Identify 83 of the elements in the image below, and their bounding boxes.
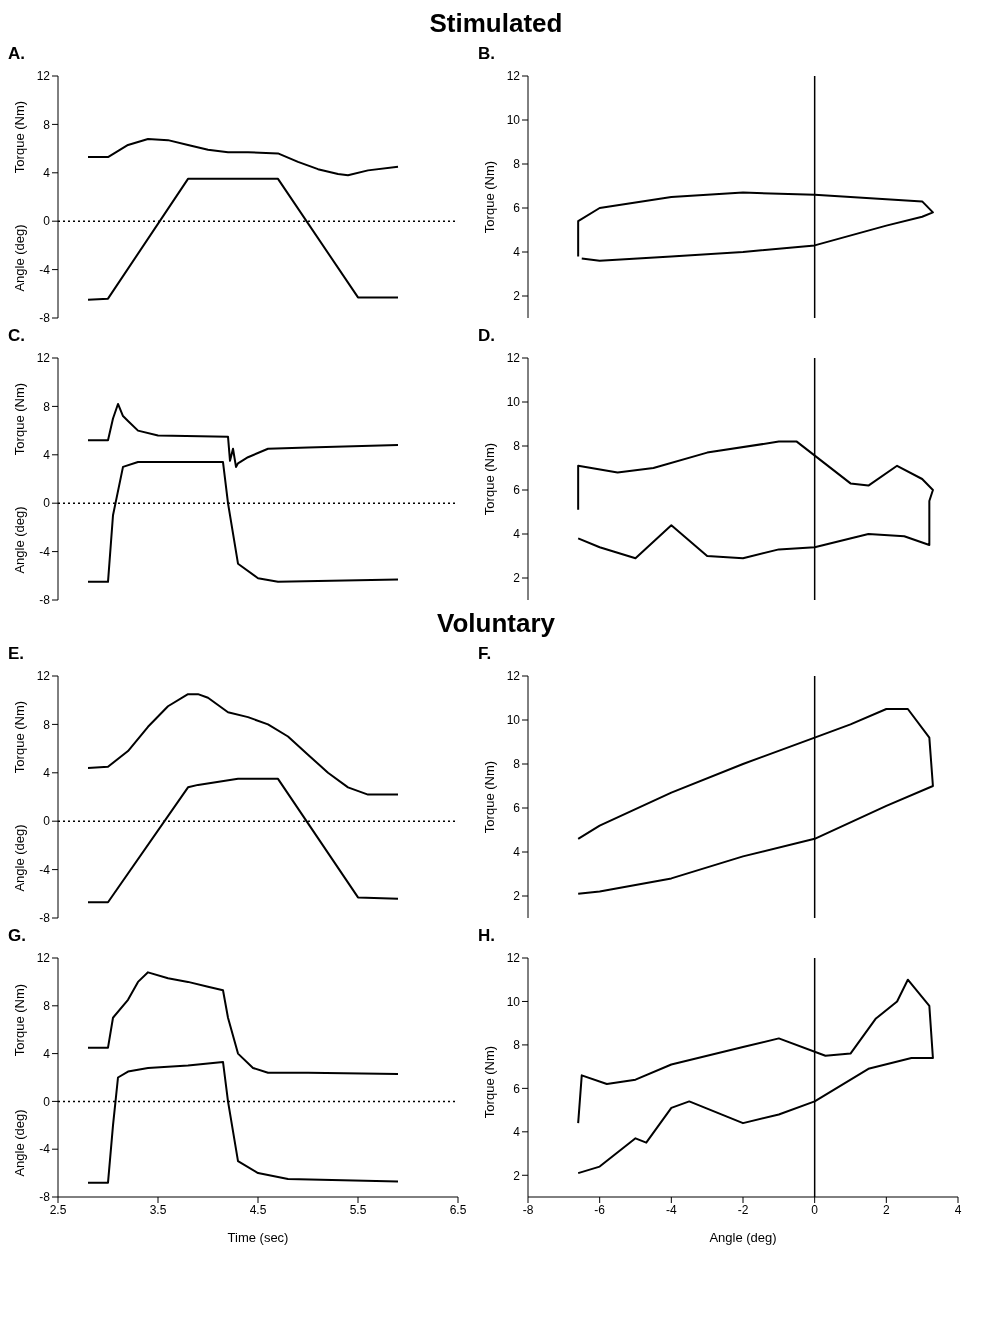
x-tick-label: 3.5 (149, 1202, 167, 1217)
text: Angle (deg) (11, 505, 27, 574)
y-tick-label: 0 (43, 1094, 51, 1109)
x-tick-label: 5.5 (349, 1202, 367, 1217)
y-axis-title: Torque (Nm) (11, 983, 27, 1056)
y-tick-label: 4 (43, 1046, 51, 1061)
y-tick-label: 6 (513, 201, 521, 216)
y-tick-label: 8 (43, 999, 51, 1014)
chart-title: H. (478, 926, 496, 947)
text: Angle (deg) (11, 223, 27, 292)
y-tick-label: 8 (513, 1038, 521, 1053)
chart-subtitle: Voluntary (436, 608, 556, 640)
chart-title: C. (8, 326, 26, 347)
y-tick-label: 6 (513, 1081, 521, 1096)
x-axis-title: Angle (deg) (709, 1230, 777, 1245)
y-tick-label: 8 (43, 117, 51, 132)
y-tick-label: 12 (36, 951, 51, 966)
text: Angle (deg) (11, 1109, 27, 1177)
y-tick-label: 12 (36, 669, 51, 684)
y-tick-label: 4 (513, 527, 521, 542)
y-tick-label: 10 (506, 395, 521, 410)
y-axis-title: Torque (Nm) (11, 700, 27, 773)
y-tick-label: 12 (506, 669, 521, 684)
y-tick-label: 10 (506, 994, 521, 1009)
y-tick-label: -8 (39, 1190, 51, 1205)
chart-title: D. (478, 326, 496, 347)
chart-title: F. (478, 644, 493, 665)
chart-title: B. (478, 44, 496, 65)
y-tick-label: 12 (506, 351, 521, 366)
y-tick-label: 2 (513, 571, 521, 586)
y-tick-label: 0 (43, 496, 51, 511)
y-tick-label: -8 (39, 311, 51, 326)
x-tick-label: 4.5 (249, 1202, 267, 1217)
y-tick-label: 8 (43, 399, 51, 414)
x-tick-label: -2 (737, 1202, 749, 1217)
y-tick-label: 0 (43, 214, 51, 229)
y-tick-label: 4 (513, 1125, 521, 1140)
y-tick-label: 8 (513, 157, 521, 172)
y-tick-label: 2 (513, 289, 521, 304)
y-tick-label: 12 (36, 351, 51, 366)
y-tick-label: 4 (513, 245, 521, 260)
y-tick-label: 0 (43, 814, 51, 829)
x-tick-label: -6 (594, 1202, 606, 1217)
y-tick-label: 4 (43, 448, 51, 463)
x-tick-label: 4 (954, 1202, 962, 1217)
y-axis-title: Torque (Nm) (481, 442, 497, 516)
chart-title: A. (8, 44, 26, 65)
y-tick-label: 8 (513, 757, 521, 772)
y-tick-label: -8 (39, 911, 51, 926)
y-axis-title: Torque (Nm) (11, 382, 27, 455)
y-tick-label: 2 (513, 889, 521, 904)
x-tick-label: 6.5 (449, 1202, 467, 1217)
x-axis-title: Time (sec) (227, 1230, 289, 1245)
y-tick-label: 6 (513, 483, 521, 498)
y-axis-title: Torque (Nm) (481, 1045, 497, 1118)
y-tick-label: 8 (43, 717, 51, 732)
chart-title: E. (8, 644, 26, 665)
x-tick-label: 0 (811, 1202, 819, 1217)
y-tick-label: 8 (513, 439, 521, 454)
y-tick-label: -4 (39, 862, 51, 877)
y-axis-title: Torque (Nm) (481, 160, 497, 234)
y-tick-label: -4 (39, 262, 51, 277)
y-tick-label: -4 (39, 544, 51, 559)
y-tick-label: 4 (43, 166, 51, 181)
y-tick-label: 10 (506, 113, 521, 128)
chart-title: G. (8, 926, 27, 947)
y-axis-title: Torque (Nm) (481, 760, 497, 834)
y-tick-label: 4 (43, 766, 51, 781)
y-axis-title: Torque (Nm) (11, 100, 27, 173)
y-tick-label: -8 (39, 593, 51, 608)
x-tick-label: 2 (882, 1202, 890, 1217)
y-tick-label: 10 (506, 713, 521, 728)
y-tick-label: 12 (506, 951, 521, 966)
y-tick-label: -4 (39, 1142, 51, 1157)
chart-subtitle: Stimulated (428, 8, 564, 40)
y-tick-label: 12 (36, 69, 51, 84)
x-tick-label: 2.5 (49, 1202, 67, 1217)
y-tick-label: 12 (506, 69, 521, 84)
y-tick-label: 4 (513, 845, 521, 860)
y-tick-label: 6 (513, 801, 521, 816)
x-tick-label: -4 (666, 1202, 677, 1217)
text: Angle (deg) (11, 823, 27, 892)
y-tick-label: 2 (513, 1168, 521, 1183)
